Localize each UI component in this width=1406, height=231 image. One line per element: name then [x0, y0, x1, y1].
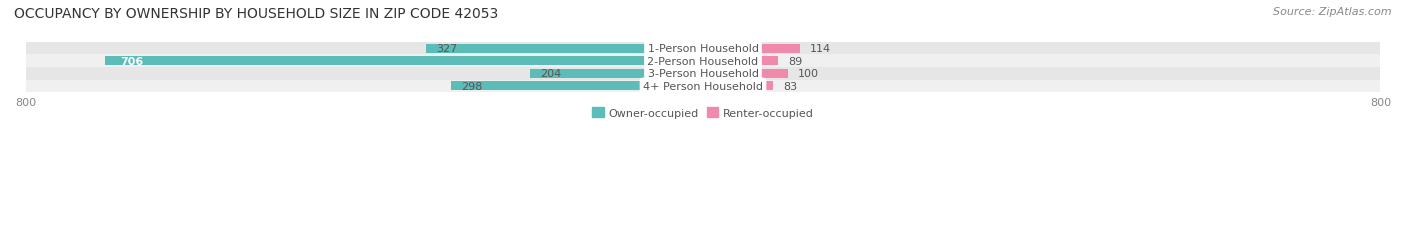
- Text: Source: ZipAtlas.com: Source: ZipAtlas.com: [1274, 7, 1392, 17]
- Bar: [530, 70, 703, 79]
- Text: 114: 114: [810, 44, 831, 54]
- Text: 706: 706: [121, 57, 143, 67]
- Text: 89: 89: [789, 57, 803, 67]
- Bar: [25, 43, 1381, 55]
- Bar: [105, 57, 703, 66]
- Text: 4+ Person Household: 4+ Person Household: [643, 82, 763, 91]
- Legend: Owner-occupied, Renter-occupied: Owner-occupied, Renter-occupied: [592, 108, 814, 119]
- Bar: [703, 44, 800, 53]
- Text: 2-Person Household: 2-Person Household: [647, 57, 759, 67]
- Bar: [25, 55, 1381, 68]
- Text: 204: 204: [540, 69, 561, 79]
- Text: 3-Person Household: 3-Person Household: [648, 69, 758, 79]
- Bar: [451, 82, 703, 91]
- Text: 83: 83: [783, 82, 797, 91]
- Bar: [426, 44, 703, 53]
- Bar: [703, 57, 779, 66]
- Text: 1-Person Household: 1-Person Household: [648, 44, 758, 54]
- Text: 327: 327: [436, 44, 457, 54]
- Text: OCCUPANCY BY OWNERSHIP BY HOUSEHOLD SIZE IN ZIP CODE 42053: OCCUPANCY BY OWNERSHIP BY HOUSEHOLD SIZE…: [14, 7, 498, 21]
- Bar: [703, 82, 773, 91]
- Text: 298: 298: [461, 82, 482, 91]
- Bar: [703, 70, 787, 79]
- Bar: [25, 80, 1381, 93]
- Text: 100: 100: [797, 69, 818, 79]
- Bar: [25, 68, 1381, 80]
